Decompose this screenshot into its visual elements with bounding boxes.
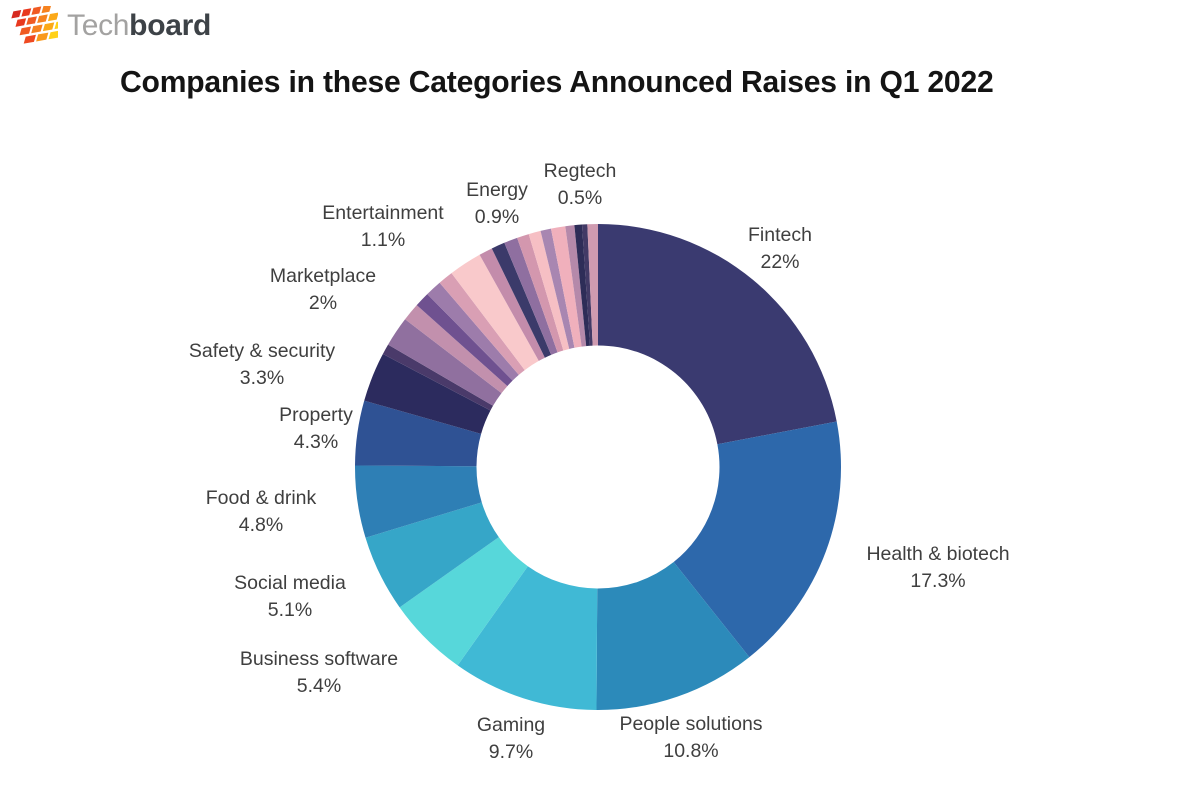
slice-unlabeled-1[interactable] [382,344,494,411]
slice-social-media[interactable] [365,502,499,608]
slice-unlabeled-4[interactable] [439,273,525,375]
slice-unlabeled-11[interactable] [550,226,582,348]
logo-tile [47,12,58,22]
brand-suffix: board [129,9,212,42]
slice-energy[interactable] [491,242,552,358]
slice-people-solutions[interactable] [596,562,750,711]
techboard-logo: Techboard [10,6,211,46]
logo-tile [37,14,48,24]
slice-unlabeled-8[interactable] [517,234,564,353]
slice-entertainment[interactable] [427,282,519,381]
logo-tile [41,6,52,14]
slice-unlabeled-7[interactable] [504,237,558,355]
slice-unlabeled-2[interactable] [405,305,508,394]
slice-business-software[interactable] [399,537,528,666]
slice-unlabeled-5[interactable] [451,254,539,371]
slice-unlabeled-14[interactable] [587,223,598,346]
logo-tile [48,30,58,40]
brand-prefix: Tech [67,9,130,42]
slice-safety-security[interactable] [364,353,491,434]
slice-fintech[interactable] [598,224,837,445]
brand-wordmark: Techboard [67,6,211,46]
logo-tile [15,18,27,27]
slice-regtech[interactable] [574,224,590,347]
slice-unlabeled-6[interactable] [479,248,545,361]
logo-tile [21,8,32,17]
logo-tile [31,6,42,15]
logo-tile [36,32,49,42]
slice-unlabeled-13[interactable] [581,224,593,346]
slice-marketplace[interactable] [388,319,502,406]
logo-tile [54,20,58,30]
slice-property[interactable] [355,400,482,467]
slice-health-biotech[interactable] [673,421,842,658]
logo-tile [11,9,22,19]
techboard-logo-icon [11,6,58,44]
slice-gaming[interactable] [457,566,598,710]
slice-unlabeled-3[interactable] [416,294,513,387]
chart-title: Companies in these Categories Announced … [120,64,994,99]
logo-tile [23,34,36,44]
slice-food-drink[interactable] [354,465,482,538]
slice-unlabeled-9[interactable] [528,230,570,351]
logo-tile [26,16,37,25]
slice-unlabeled-12[interactable] [565,225,587,347]
logo-tile [42,22,55,32]
logo-tile [19,26,32,36]
slice-unlabeled-10[interactable] [540,228,575,349]
logo-tile [31,24,43,34]
